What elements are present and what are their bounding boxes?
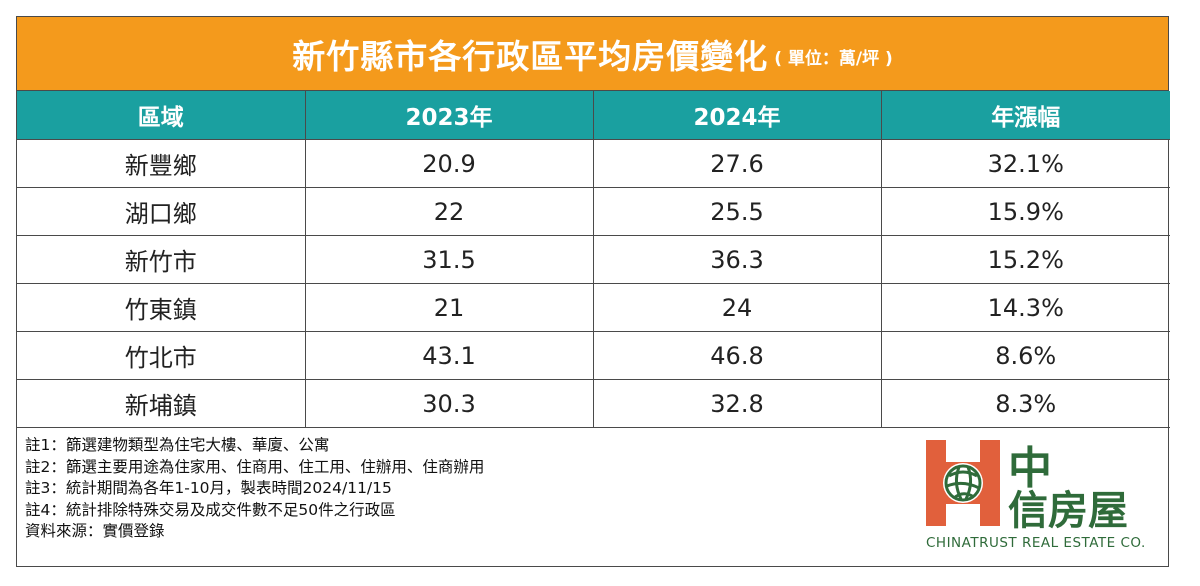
chinatrust-logo-icon (926, 440, 1000, 526)
cell-growth: 8.6% (881, 331, 1170, 380)
footnote-4: 註4：統計排除特殊交易及成交件數不足50件之行政區 (25, 500, 396, 519)
table-frame: 新竹縣市各行政區平均房價變化 ( 單位：萬/坪 ) 區域 2023年 2024年… (16, 16, 1170, 567)
cell-growth: 32.1% (881, 139, 1170, 188)
cell-region: 新豐鄉 (17, 139, 306, 188)
cell-2023: 21 (305, 283, 594, 332)
col-header-growth: 年漲幅 (881, 91, 1170, 140)
footnote-2: 註2：篩選主要用途為住家用、住商用、住工用、住辦用、住商辦用 (25, 457, 485, 476)
col-header-2024: 2024年 (593, 91, 882, 140)
table-row: 新埔鎮 30.3 32.8 8.3% (17, 379, 1170, 428)
table-row: 新竹市 31.5 36.3 15.2% (17, 235, 1170, 284)
footnote-3: 註3：統計期間為各年1-10月，製表時間2024/11/15 (25, 479, 392, 497)
price-table: 區域 2023年 2024年 年漲幅 新豐鄉 20.9 27.6 32.1% 湖… (17, 91, 1170, 428)
cell-2024: 36.3 (593, 235, 882, 284)
footnotes: 註1：篩選建物類型為住宅大樓、華廈、公寓 註2：篩選主要用途為住家用、住商用、住… (25, 435, 484, 543)
cell-2024: 27.6 (593, 139, 882, 188)
cell-2024: 24 (593, 283, 882, 332)
cell-2023: 30.3 (305, 379, 594, 428)
col-header-region: 區域 (17, 91, 306, 140)
logo-english-name: CHINATRUST REAL ESTATE CO. (926, 535, 1146, 551)
data-source: 資料來源：實價登錄 (25, 522, 165, 540)
table-row: 湖口鄉 22 25.5 15.9% (17, 187, 1170, 236)
cell-2023: 20.9 (305, 139, 594, 188)
footnote-1: 註1：篩選建物類型為住宅大樓、華廈、公寓 (25, 436, 330, 454)
cell-2023: 31.5 (305, 235, 594, 284)
cell-growth: 15.9% (881, 187, 1170, 236)
cell-2023: 22 (305, 187, 594, 236)
title-bar: 新竹縣市各行政區平均房價變化 ( 單位：萬/坪 ) (17, 17, 1168, 91)
table-row: 新豐鄉 20.9 27.6 32.1% (17, 139, 1170, 188)
col-header-2023: 2023年 (305, 91, 594, 140)
cell-2024: 46.8 (593, 331, 882, 380)
logo-zh-line2: 信房屋 (1008, 487, 1128, 534)
cell-2024: 25.5 (593, 187, 882, 236)
table-row: 竹北市 43.1 46.8 8.6% (17, 331, 1170, 380)
cell-region: 新竹市 (17, 235, 306, 284)
cell-region: 湖口鄉 (17, 187, 306, 236)
cell-region: 竹東鎮 (17, 283, 306, 332)
table-row: 竹東鎮 21 24 14.3% (17, 283, 1170, 332)
cell-2024: 32.8 (593, 379, 882, 428)
logo-zh-line1: 中 (1008, 443, 1052, 494)
cell-growth: 15.2% (881, 235, 1170, 284)
cell-region: 竹北市 (17, 331, 306, 380)
cell-growth: 14.3% (881, 283, 1170, 332)
unit-label: ( 單位：萬/坪 ) (774, 49, 893, 69)
table-title: 新竹縣市各行政區平均房價變化 (292, 36, 769, 76)
cell-region: 新埔鎮 (17, 379, 306, 428)
header-row: 區域 2023年 2024年 年漲幅 (17, 91, 1170, 140)
cell-2023: 43.1 (305, 331, 594, 380)
cell-growth: 8.3% (881, 379, 1170, 428)
